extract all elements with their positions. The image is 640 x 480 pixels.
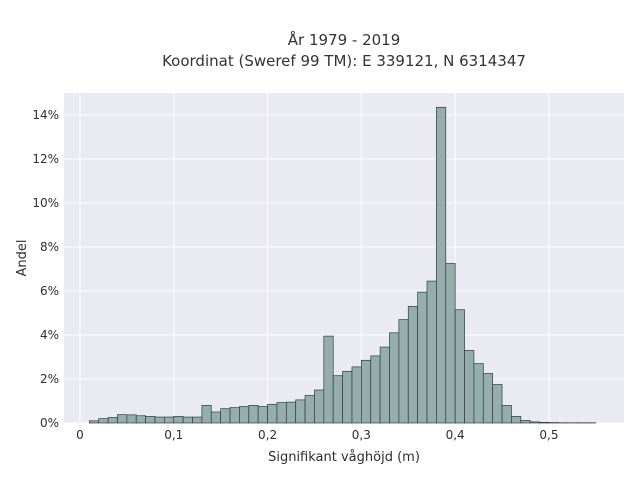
histogram-bar [173, 416, 184, 424]
histogram-bar [88, 420, 100, 424]
histogram-bar [445, 263, 456, 424]
x-tick-label: 0,2 [258, 428, 277, 442]
histogram-bar [182, 416, 193, 424]
histogram-bar [407, 306, 418, 424]
histogram-bar [154, 416, 165, 424]
histogram-bar [370, 355, 381, 424]
histogram-bar [117, 414, 128, 424]
histogram-bar [417, 291, 428, 424]
x-tick-label: 0,5 [539, 428, 558, 442]
x-tick-label: 0 [76, 428, 84, 442]
grid-lines [64, 93, 624, 424]
histogram-bar [229, 407, 240, 424]
y-tick-label: 6% [40, 284, 59, 298]
histogram-bar [426, 280, 437, 424]
y-tick-label: 0% [40, 416, 59, 430]
histogram-bar [164, 416, 175, 424]
histogram-bar [389, 332, 400, 424]
histogram-bar [379, 346, 390, 424]
histogram-bar [464, 350, 475, 424]
histogram-bar [332, 375, 343, 424]
histogram-bar [436, 106, 447, 424]
histogram-bar [398, 319, 409, 424]
y-tick-label: 12% [32, 152, 59, 166]
histogram-bar [135, 415, 146, 424]
histogram-bar [257, 406, 268, 424]
histogram-bar [511, 416, 522, 424]
histogram-bar [192, 416, 203, 424]
histogram-bar [520, 420, 531, 424]
histogram-bar [126, 414, 137, 424]
histogram-bar [267, 403, 278, 424]
x-tick-label: 0,1 [164, 428, 183, 442]
histogram-bar [314, 389, 325, 424]
histogram-bar [539, 421, 550, 424]
histogram-bar [529, 421, 540, 424]
histogram-bar [239, 406, 250, 424]
histogram-bar [98, 418, 109, 424]
x-tick-label: 0,4 [446, 428, 465, 442]
y-tick-label: 2% [40, 372, 59, 386]
histogram-bar [201, 405, 212, 424]
y-axis-ticks: 0% 2% 4% 6% 8% 10% 12% 14% [32, 108, 59, 430]
histogram-bar [454, 309, 465, 424]
histogram-bar [304, 395, 315, 424]
histogram-bar [323, 335, 334, 424]
histogram-bar [145, 416, 156, 424]
y-tick-label: 8% [40, 240, 59, 254]
y-tick-label: 4% [40, 328, 59, 342]
histogram-bar [501, 405, 512, 424]
histogram-bar [295, 399, 306, 424]
histogram-bar [482, 373, 494, 424]
histogram-bar [220, 408, 231, 424]
histogram-bar [276, 402, 287, 424]
histogram-bar [473, 363, 484, 424]
histogram-bar [285, 401, 297, 424]
chart-title: År 1979 - 2019 [288, 30, 401, 49]
x-axis-label: Signifikant våghöjd (m) [268, 450, 420, 465]
x-axis-ticks: 0 0,1 0,2 0,3 0,4 0,5 [76, 428, 558, 442]
histogram-bar [107, 417, 118, 424]
histogram-bar [342, 370, 353, 424]
y-axis-label: Andel [15, 240, 30, 277]
chart-subtitle: Koordinat (Sweref 99 TM): E 339121, N 63… [162, 52, 526, 70]
plot-area [64, 93, 624, 423]
x-tick-label: 0,3 [352, 428, 371, 442]
histogram-bar [351, 366, 362, 424]
histogram-bar [248, 405, 259, 424]
histogram-bar [492, 384, 503, 424]
histogram-bar [210, 411, 221, 424]
bars [88, 106, 597, 424]
y-tick-label: 10% [32, 196, 59, 210]
y-tick-label: 14% [32, 108, 59, 122]
histogram-bar [361, 359, 372, 424]
